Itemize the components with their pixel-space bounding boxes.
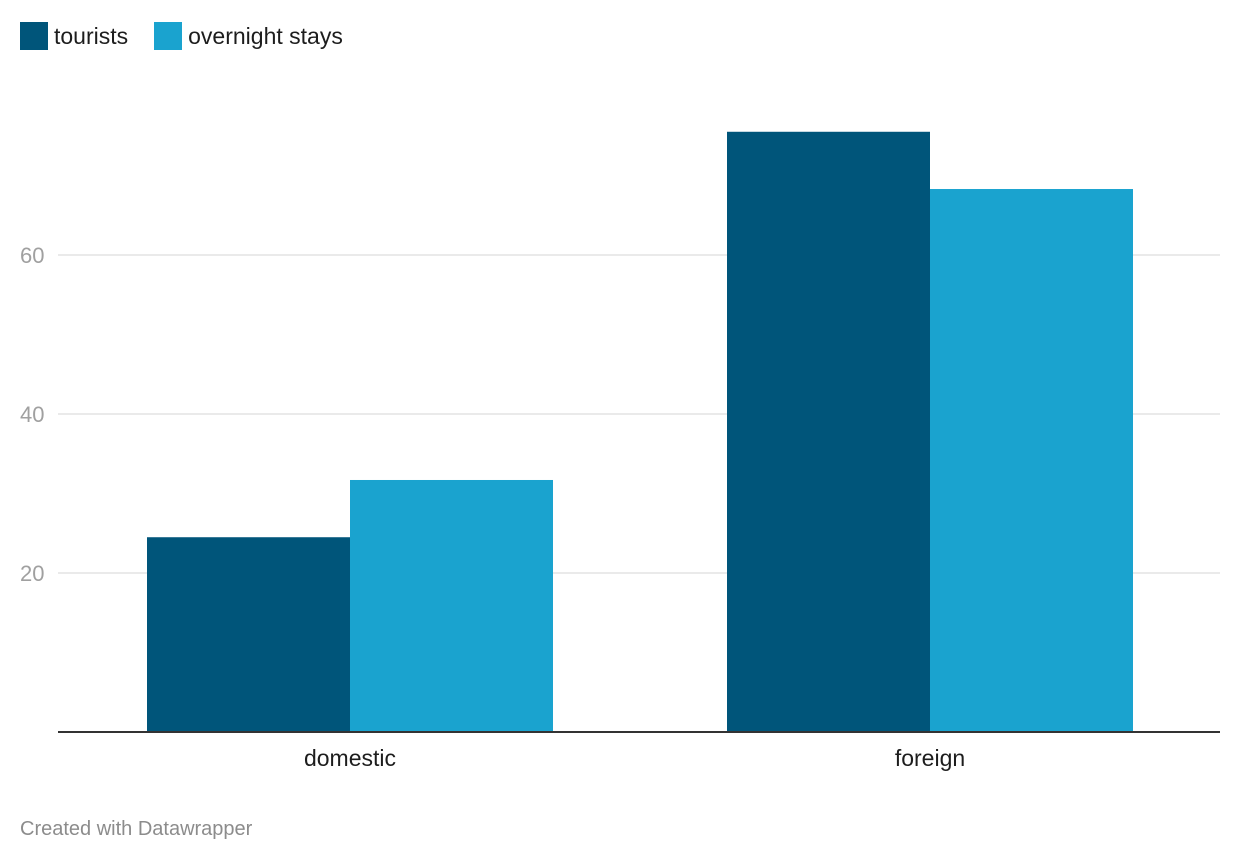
legend-item-overnight-stays: overnight stays: [154, 22, 343, 50]
bar-overnight-stays-domestic: [350, 479, 553, 732]
credit-footer: Created with Datawrapper: [20, 818, 253, 840]
bar-tourists-domestic: [147, 537, 350, 732]
y-tick-label-60: 60: [20, 243, 44, 268]
y-tick-label-20: 20: [20, 561, 44, 586]
bar-overnight-stays-foreign: [930, 189, 1133, 732]
legend-swatch-overnight-stays: [154, 22, 183, 50]
legend-swatch-tourists: [20, 22, 48, 50]
legend-item-tourists: tourists: [20, 22, 128, 50]
legend: tourists overnight stays: [20, 22, 369, 50]
legend-label-overnight-stays: overnight stays: [188, 22, 343, 49]
y-tick-label-40: 40: [20, 402, 44, 427]
legend-label-tourists: tourists: [54, 22, 129, 49]
x-tick-label-foreign: foreign: [895, 745, 965, 771]
bar-tourists-foreign: [727, 131, 930, 732]
x-tick-label-domestic: domestic: [304, 745, 396, 771]
